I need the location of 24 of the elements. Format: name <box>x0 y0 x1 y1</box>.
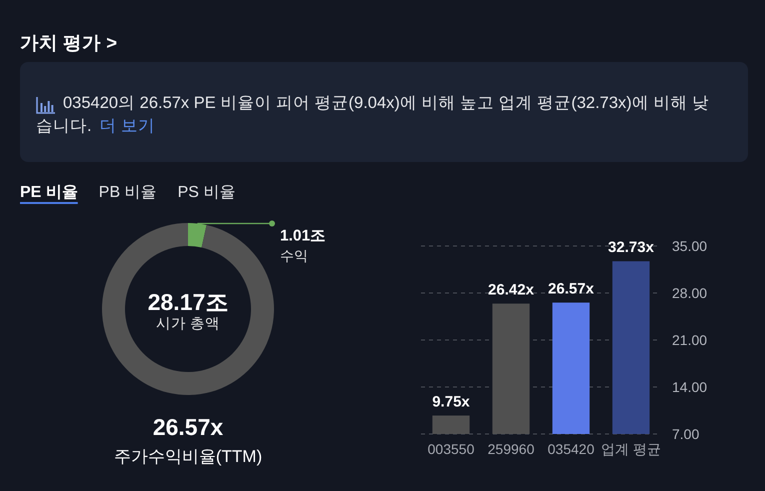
y-tick-label: 35.00 <box>672 238 708 254</box>
y-tick-label: 7.00 <box>672 426 700 442</box>
text: 26.57x <box>152 414 224 440</box>
slice-label: 시가 총액 <box>156 316 220 332</box>
y-tick-label: 21.00 <box>672 332 708 348</box>
text: PB 비율 <box>98 184 157 201</box>
text: 가치 평가 > <box>20 32 118 53</box>
x-tick-label: 035420 <box>548 441 595 457</box>
data-label: 26.42x <box>488 282 535 299</box>
data-label: 32.73x <box>608 239 655 256</box>
text: PS 비율 <box>178 184 236 201</box>
x-tick-label: 업계 평균 <box>601 441 661 457</box>
y-tick-label: 28.00 <box>672 285 708 301</box>
data-label: 1.01조 <box>280 228 326 245</box>
text: 더 보기 <box>100 116 156 137</box>
y-tick-label: 14.00 <box>672 379 708 395</box>
x-tick-label: 259960 <box>488 441 535 457</box>
text: 주가수익비율(TTM) <box>114 447 262 466</box>
text: PE 비율 <box>20 184 78 201</box>
x-tick-label: 003550 <box>428 441 475 457</box>
slice-label: 수익 <box>280 248 308 264</box>
data-label: 28.17조 <box>148 289 228 315</box>
data-label: 26.57x <box>548 280 595 298</box>
data-label: 9.75x <box>432 394 470 411</box>
